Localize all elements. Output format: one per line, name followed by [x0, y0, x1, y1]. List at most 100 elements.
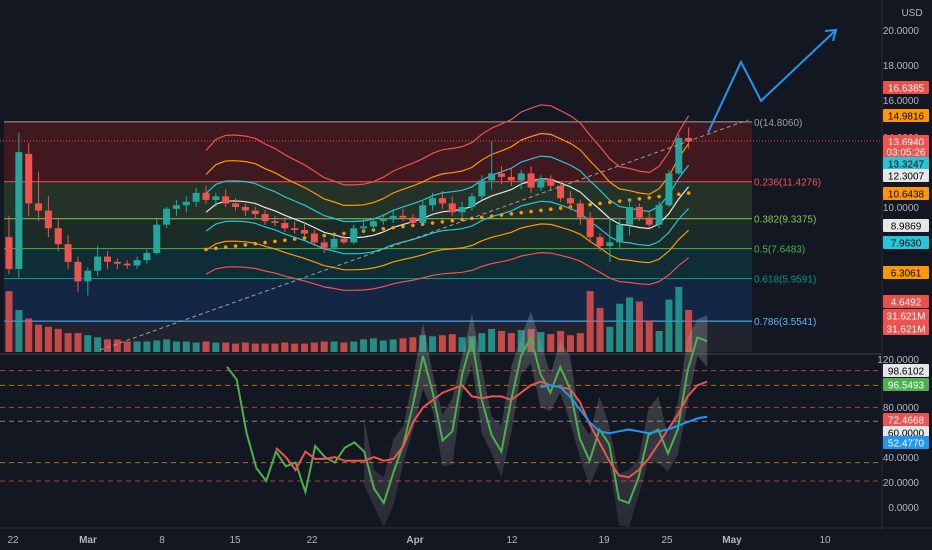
- time-label: Apr: [406, 535, 423, 546]
- osc-tag-label: 52.4770: [888, 439, 925, 450]
- forecast-path[interactable]: [707, 28, 838, 134]
- candle-body: [54, 228, 62, 245]
- volume-bar: [104, 339, 111, 352]
- volume-bar: [15, 310, 23, 352]
- candle-body: [399, 215, 407, 218]
- sar-dot: [677, 192, 681, 197]
- volume-bar: [25, 318, 33, 352]
- price-tick: 18.0000: [883, 61, 920, 72]
- sar-dot: [647, 195, 652, 200]
- volume-bar: [251, 343, 259, 352]
- time-label: 15: [229, 535, 241, 546]
- candle-body: [507, 176, 515, 181]
- trend-line[interactable]: [99, 119, 749, 351]
- volume-bar: [182, 341, 190, 352]
- candle-body: [438, 198, 446, 204]
- sar-dot: [519, 210, 523, 215]
- volume-bar: [596, 307, 604, 352]
- price-tag-label: 31.621M: [887, 312, 926, 323]
- sar-dot: [283, 238, 287, 243]
- candle-body: [409, 217, 417, 223]
- volume-bar: [291, 343, 299, 352]
- candle-body: [251, 210, 259, 215]
- band-line: [205, 251, 689, 291]
- price-tag-label: 13.3247: [888, 160, 925, 171]
- volume-bar: [389, 339, 397, 352]
- volume-bar: [301, 343, 308, 352]
- osc-tag-label: 60.0000: [888, 429, 925, 440]
- volume-bar: [113, 339, 121, 352]
- volume-bar: [665, 299, 673, 352]
- candle-body: [448, 203, 456, 213]
- price-tag-label: 6.3061: [891, 269, 922, 280]
- candle-body: [350, 228, 358, 243]
- volume-bar: [64, 333, 72, 352]
- osc-tag-label: 72.4668: [888, 416, 925, 427]
- volume-bar: [635, 301, 643, 352]
- sar-dot: [332, 232, 336, 237]
- candle-body: [104, 256, 111, 262]
- sar-dot: [588, 202, 592, 207]
- osc-tag-label: 96.5493: [888, 381, 925, 392]
- volume-bar: [438, 335, 446, 352]
- sar-dot: [558, 206, 563, 210]
- band-line: [205, 132, 690, 206]
- candle-body: [310, 233, 318, 243]
- volume-bar: [261, 343, 269, 352]
- candle-body: [153, 224, 161, 254]
- volume-bar: [212, 342, 220, 352]
- band-line: [205, 104, 690, 186]
- volume-bar: [163, 339, 171, 352]
- volume-bar: [429, 336, 437, 352]
- candle-body: [232, 203, 240, 207]
- band-line: [205, 200, 690, 255]
- volume-bar: [172, 341, 180, 352]
- sar-dot: [263, 240, 267, 245]
- price-tag-label: 4.6492: [891, 298, 922, 309]
- volume-bar: [626, 297, 634, 352]
- price-tag-bg: [883, 295, 929, 308]
- price-tag-bg: [883, 169, 929, 182]
- time-label: 22: [7, 535, 19, 546]
- volume-bar: [655, 331, 663, 352]
- candle-body: [35, 203, 43, 211]
- time-label: 10: [819, 535, 831, 546]
- candle-body: [143, 253, 151, 261]
- sar-dot: [509, 212, 514, 216]
- sar-dot: [539, 208, 543, 213]
- price-tag-bg: [883, 109, 929, 122]
- volume-bar: [498, 331, 505, 352]
- volume-bar: [222, 342, 230, 352]
- volume-bar: [606, 326, 614, 352]
- volume-bar: [399, 338, 407, 352]
- osc-tag-bg: [883, 364, 929, 377]
- fib-label: 0.618(5.9591): [754, 275, 816, 286]
- volume-bar: [675, 286, 683, 352]
- volume-bar: [54, 328, 62, 352]
- candle-body: [281, 222, 289, 229]
- volume-bar: [320, 341, 328, 352]
- candle-body: [320, 242, 328, 248]
- sar-dot: [302, 236, 307, 240]
- fib-label: 0.5(7.6483): [754, 245, 805, 256]
- price-tag-label: 8.9869: [891, 222, 922, 233]
- volume-bar: [192, 342, 200, 352]
- osc-tag-label: 98.6102: [888, 367, 925, 378]
- price-tag-bg: [883, 135, 929, 148]
- candle-body: [301, 230, 308, 234]
- band-line: [205, 223, 690, 271]
- volume-bar: [507, 333, 515, 352]
- osc-tag-bg: [883, 413, 929, 426]
- candle-body: [202, 192, 210, 200]
- candle-body: [527, 173, 535, 188]
- time-axis[interactable]: 22 Mar 8 15 22 Apr 12 19 25 May 10: [7, 535, 831, 546]
- candle-body: [429, 198, 437, 206]
- volume-bar: [458, 337, 466, 352]
- sar-dot: [529, 209, 533, 214]
- osc-tick: 20.0000: [883, 478, 920, 489]
- osc-line: [275, 380, 708, 479]
- candle-body: [369, 221, 377, 227]
- candle-body: [576, 203, 584, 218]
